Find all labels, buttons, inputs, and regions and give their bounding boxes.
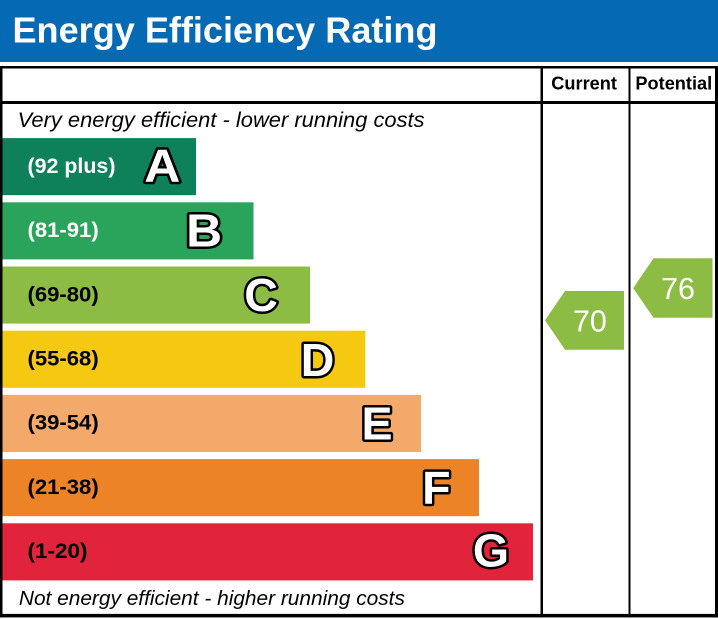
svg-text:E: E — [362, 397, 393, 449]
svg-text:(92 plus): (92 plus) — [28, 154, 116, 178]
svg-text:70: 70 — [573, 304, 607, 338]
svg-text:C: C — [244, 269, 278, 321]
svg-text:A: A — [144, 139, 180, 191]
svg-text:76: 76 — [661, 272, 695, 306]
svg-text:(55-68): (55-68) — [28, 347, 99, 371]
svg-text:(69-80): (69-80) — [28, 282, 99, 306]
svg-text:(1-20): (1-20) — [28, 539, 88, 563]
svg-text:Energy Efficiency Rating: Energy Efficiency Rating — [13, 10, 438, 51]
svg-text:D: D — [301, 334, 335, 386]
svg-text:Not energy efficient - higher: Not energy efficient - higher running co… — [19, 588, 405, 610]
svg-text:B: B — [186, 205, 222, 257]
svg-text:Potential: Potential — [635, 74, 712, 94]
svg-text:(39-54): (39-54) — [28, 411, 99, 435]
svg-text:G: G — [473, 524, 509, 576]
svg-text:Current: Current — [551, 74, 617, 94]
svg-text:Very energy efficient - lower: Very energy efficient - lower running co… — [18, 108, 425, 132]
svg-text:F: F — [422, 462, 450, 514]
svg-text:(21-38): (21-38) — [28, 475, 99, 499]
svg-text:(81-91): (81-91) — [28, 218, 99, 242]
